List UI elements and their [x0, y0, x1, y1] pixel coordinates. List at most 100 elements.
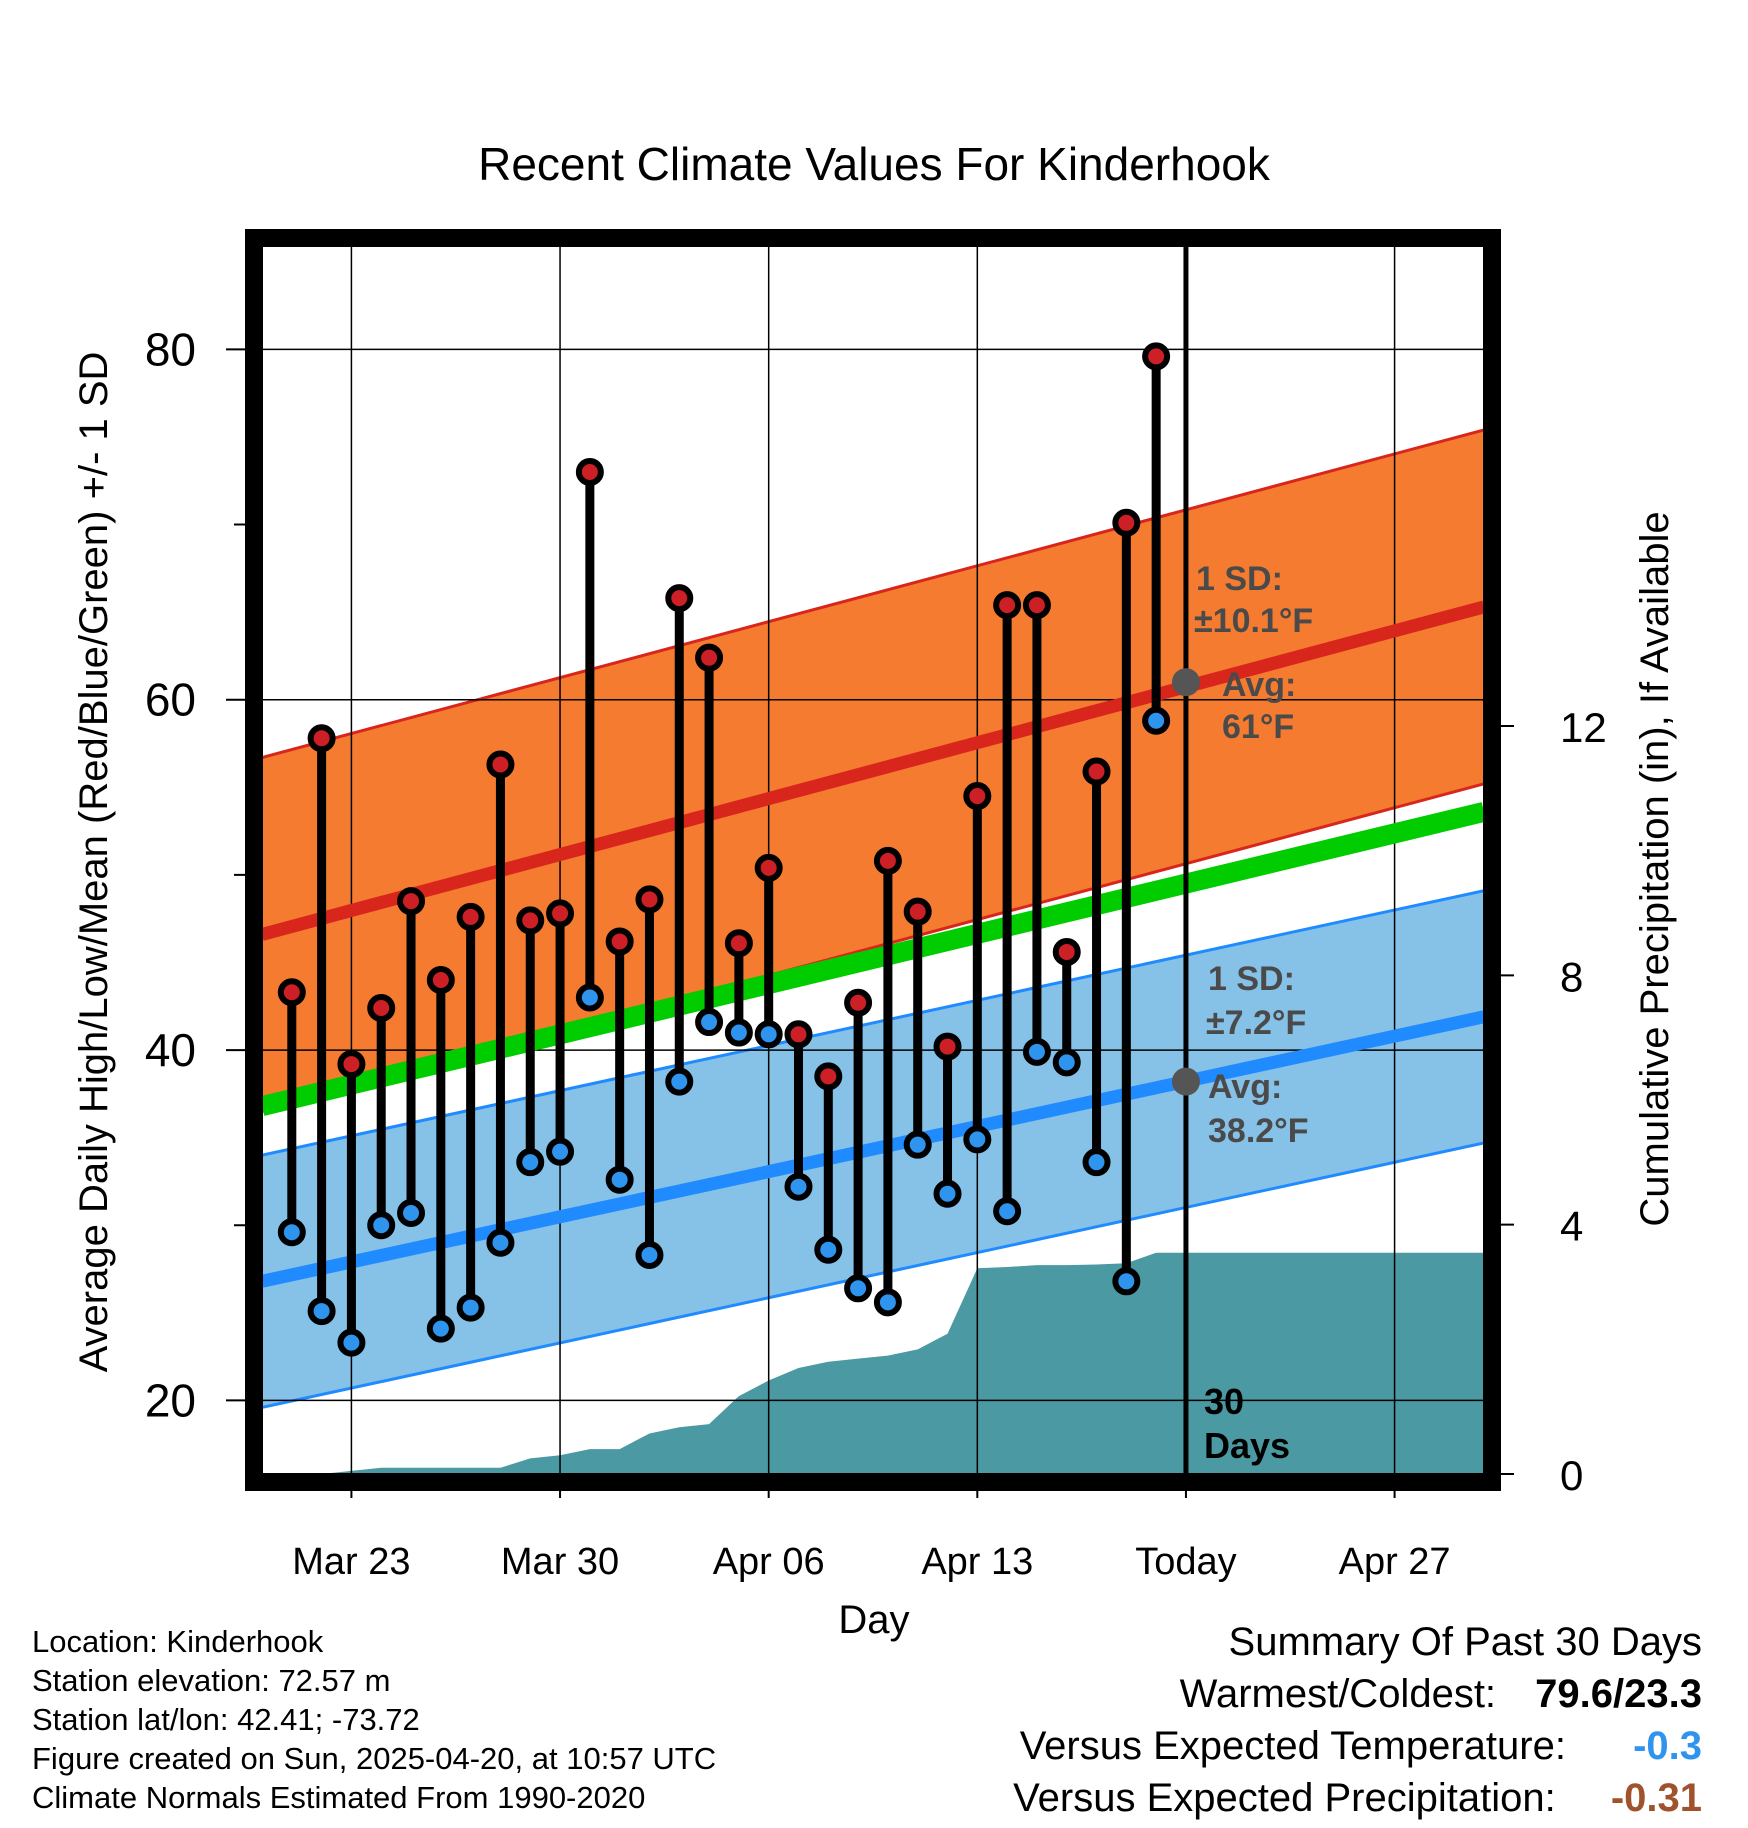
y-tick-label: 60	[145, 674, 196, 726]
normal-high-upper-sd	[262, 428, 1484, 759]
low-marker	[963, 1125, 992, 1154]
y2-tick-label: 12	[1560, 704, 1607, 751]
low-marker	[844, 1274, 873, 1303]
precip-area	[321, 1252, 1484, 1474]
high-marker	[1142, 342, 1171, 371]
y-axis-label: Average Daily High/Low/Mean (Red/Blue/Gr…	[72, 352, 116, 1373]
high-marker	[754, 853, 783, 882]
normal-high-line	[262, 600, 1484, 941]
high-marker	[575, 457, 604, 486]
precip-value: -0.31	[1610, 1776, 1702, 1820]
high-marker	[903, 897, 932, 926]
low-avg-value: 38.2°F	[1208, 1112, 1309, 1150]
high-marker	[456, 902, 485, 931]
created-text: Figure created on Sun, 2025-04-20, at 10…	[32, 1741, 717, 1776]
high-marker	[1082, 757, 1111, 786]
plot-area: 1 SD: ±10.1°F Avg: 61°F 1 SD: ±7.2°F Avg: 38.2°…	[262, 246, 1484, 1474]
normals-text: Climate Normals Estimated From 1990-2020	[32, 1780, 646, 1815]
high-avg-value: 61°F	[1222, 708, 1294, 746]
high-marker	[1112, 508, 1141, 537]
temp-row: Versus Expected Temperature: -0.3	[1013, 1720, 1702, 1772]
station-info: Location: Kinderhook Station elevation: …	[32, 1622, 716, 1817]
x-tick-label: Apr 13	[921, 1541, 1033, 1583]
high-marker	[516, 906, 545, 935]
normal-mean-line	[262, 802, 1484, 1116]
x-tick-label: Mar 23	[292, 1541, 410, 1583]
low-marker	[635, 1241, 664, 1270]
low-marker	[1142, 706, 1171, 735]
latlon-text: Station lat/lon: 42.41; -73.72	[32, 1702, 420, 1737]
normal-low-lower-sd	[262, 1141, 1484, 1409]
high-marker	[814, 1062, 843, 1091]
low-marker	[456, 1293, 485, 1322]
high-sd-value: ±10.1°F	[1194, 602, 1313, 640]
x-axis-label: Day	[838, 1598, 909, 1642]
high-marker	[397, 887, 426, 916]
elevation-text: Station elevation: 72.57 m	[32, 1663, 391, 1698]
high-marker	[724, 929, 753, 958]
high-marker	[933, 1032, 962, 1061]
high-marker	[277, 978, 306, 1007]
high-marker	[665, 584, 694, 613]
plot-frame	[245, 229, 1501, 1491]
y2-tick-label: 8	[1560, 953, 1583, 1000]
x-tick-label: Apr 27	[1339, 1541, 1451, 1583]
low-marker	[426, 1314, 455, 1343]
high-marker	[546, 899, 575, 928]
high-marker	[784, 1020, 813, 1049]
high-marker	[873, 846, 902, 875]
chart-title: Recent Climate Values For Kinderhook	[478, 138, 1271, 190]
low-marker	[605, 1165, 634, 1194]
low-marker	[337, 1328, 366, 1357]
low-avg-label: Avg:	[1208, 1068, 1282, 1106]
low-marker	[546, 1137, 575, 1166]
low-marker	[814, 1235, 843, 1264]
high-avg-label: Avg:	[1222, 666, 1296, 704]
y2-axis-label: Cumulative Precipitation (in), If Availa…	[1633, 511, 1677, 1226]
low-marker	[397, 1198, 426, 1227]
summary-heading: Summary Of Past 30 Days	[1228, 1620, 1702, 1664]
y-tick-label: 80	[145, 323, 196, 375]
warm-cold-row: Warmest/Coldest: 79.6/23.3	[1013, 1668, 1702, 1720]
low-marker	[277, 1218, 306, 1247]
high-marker	[337, 1050, 366, 1079]
low-avg-dot	[1171, 1067, 1200, 1096]
low-marker	[784, 1172, 813, 1201]
low-marker	[1022, 1037, 1051, 1066]
low-marker	[903, 1130, 932, 1159]
low-marker	[754, 1020, 783, 1049]
low-marker	[367, 1211, 396, 1240]
precip-row: Versus Expected Precipitation: -0.31	[1013, 1772, 1702, 1824]
low-marker	[873, 1288, 902, 1317]
low-marker	[993, 1197, 1022, 1226]
low-sd-value: ±7.2°F	[1206, 1004, 1306, 1042]
warm-cold-value: 79.6/23.3	[1535, 1672, 1702, 1716]
high-marker	[426, 965, 455, 994]
y2-tick-label: 4	[1560, 1203, 1583, 1250]
high-marker	[1052, 937, 1081, 966]
high-avg-dot	[1171, 668, 1200, 697]
high-marker	[695, 643, 724, 672]
x-tick-label: Today	[1135, 1541, 1236, 1583]
high-marker	[486, 750, 515, 779]
location-text: Location: Kinderhook	[32, 1624, 324, 1659]
high-marker	[307, 724, 336, 753]
y-tick-label: 40	[145, 1024, 196, 1076]
low-marker	[307, 1297, 336, 1326]
low-sd-label: 1 SD:	[1208, 960, 1295, 998]
high-marker	[993, 591, 1022, 620]
high-marker	[367, 994, 396, 1023]
high-marker	[1022, 591, 1051, 620]
low-marker	[665, 1067, 694, 1096]
days-count: 30	[1204, 1381, 1244, 1422]
high-marker	[605, 927, 634, 956]
temp-value: -0.3	[1633, 1724, 1702, 1768]
high-marker	[844, 988, 873, 1017]
x-tick-label: Apr 06	[713, 1541, 825, 1583]
low-marker	[575, 983, 604, 1012]
high-marker	[963, 782, 992, 811]
x-tick-label: Mar 30	[501, 1541, 619, 1583]
y-tick-label: 20	[145, 1374, 196, 1426]
precip-label: Versus Expected Precipitation:	[1013, 1776, 1556, 1820]
